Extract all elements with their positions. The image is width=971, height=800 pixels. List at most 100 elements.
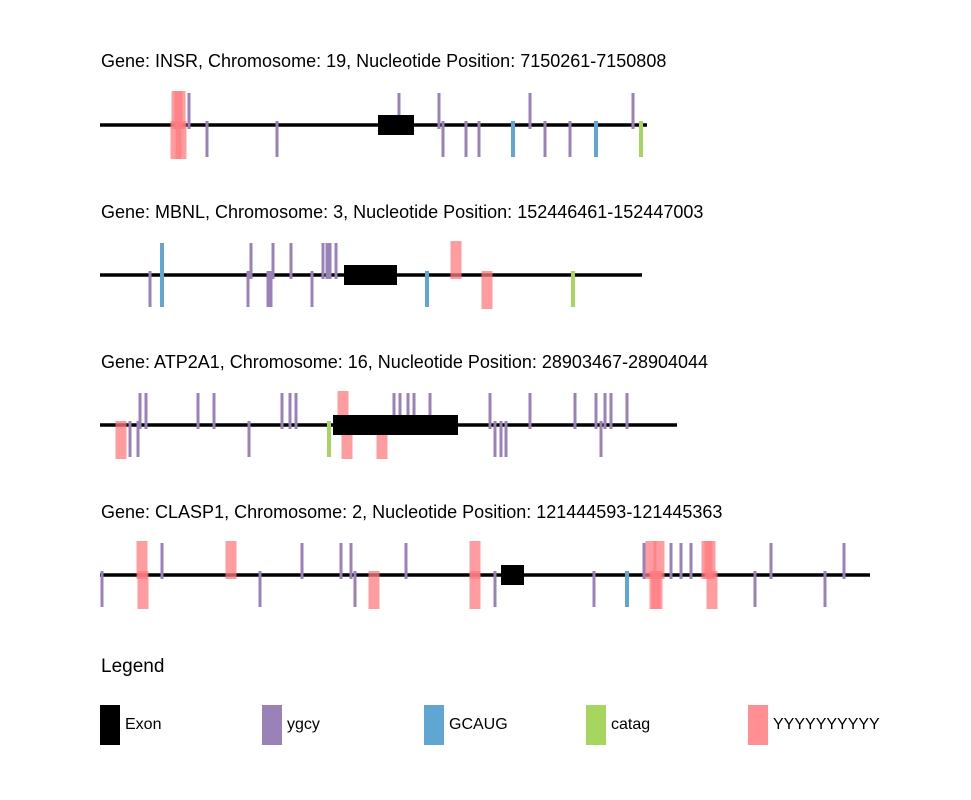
motif-ygcy (631, 93, 635, 129)
motif-ygcy (321, 243, 325, 279)
motif-ygcy (294, 393, 298, 429)
motif-ygcy (349, 543, 353, 579)
motif-catag (639, 121, 643, 157)
legend-swatch-ygcy (262, 705, 282, 745)
motif-gcaug (625, 571, 629, 607)
motif-ygcy (212, 393, 216, 429)
legend-label-catag: catag (611, 716, 651, 733)
motif-ygcy (488, 393, 492, 429)
motif-ygcy (753, 571, 757, 607)
motif-ygcy (328, 243, 332, 279)
motif-ygcy (144, 393, 148, 429)
motif-ygcy (528, 93, 532, 129)
motif-ygcy (568, 121, 572, 157)
gene-title-insr: Gene: INSR, Chromosome: 19, Nucleotide P… (101, 51, 667, 71)
motif-ygcy (247, 421, 251, 457)
gene-title-mbnl: Gene: MBNL, Chromosome: 3, Nucleotide Po… (101, 202, 704, 222)
motif-yyyyyyyyyy (481, 271, 493, 309)
motif-yyyyyyyyyy (136, 541, 148, 579)
motif-yyyyyyyyyy (137, 571, 149, 609)
motif-ygcy (288, 393, 292, 429)
gene-track (100, 391, 677, 459)
motif-ygcy (100, 571, 104, 607)
motif-ygcy (300, 543, 304, 579)
legend-label-yyyyyyyyyy: YYYYYYYYYY (773, 716, 880, 733)
motif-ygcy (353, 571, 357, 607)
motif-ygcy (258, 571, 262, 607)
motif-ygcy (769, 543, 773, 579)
legend-label-ygcy: ygcy (287, 716, 320, 733)
motif-yyyyyyyyyy (341, 421, 353, 459)
motif-ygcy (325, 243, 329, 279)
motif-ygcy (592, 571, 596, 607)
gene-track (100, 91, 647, 159)
motif-gcaug (160, 243, 164, 279)
motif-ygcy (205, 121, 209, 157)
gene-title-atp2a1: Gene: ATP2A1, Chromosome: 16, Nucleotide… (101, 352, 709, 372)
motif-yyyyyyyyyy (368, 571, 380, 609)
motif-ygcy (392, 393, 396, 429)
exon-block (344, 265, 397, 285)
motif-yyyyyyyyyy (175, 121, 187, 159)
motif-ygcy (573, 393, 577, 429)
motif-yyyyyyyyyy (651, 571, 663, 609)
motif-ygcy (689, 543, 693, 579)
exon-block (333, 415, 458, 435)
motif-ygcy (334, 243, 338, 279)
motif-ygcy (406, 393, 410, 429)
gene-track (100, 541, 870, 609)
motif-ygcy (543, 121, 547, 157)
motif-ygcy (609, 393, 613, 429)
motif-yyyyyyyyyy (376, 421, 388, 459)
motif-ygcy (128, 421, 132, 457)
motif-gcaug (511, 121, 515, 157)
motif-yyyyyyyyyy (645, 541, 657, 579)
motif-gcaug (425, 271, 429, 307)
motif-ygcy (594, 393, 598, 429)
motif-ygcy (437, 93, 441, 129)
motif-yyyyyyyyyy (469, 541, 481, 579)
motif-ygcy (499, 421, 503, 457)
motif-ygcy (428, 393, 432, 429)
motif-ygcy (642, 543, 646, 579)
legend-swatch-yyyyyyyyyy (748, 705, 768, 745)
motif-ygcy (625, 393, 629, 429)
motif-ygcy (289, 243, 293, 279)
motif-catag (327, 421, 331, 457)
motif-ygcy (271, 243, 275, 279)
motif-ygcy (823, 571, 827, 607)
motif-ygcy (160, 543, 164, 579)
motif-yyyyyyyyyy (225, 541, 237, 579)
motif-gcaug (160, 271, 164, 307)
motif-yyyyyyyyyy (706, 571, 718, 609)
motif-ygcy (187, 93, 191, 129)
motif-catag (571, 271, 575, 307)
motif-ygcy (441, 121, 445, 157)
motif-ygcy (339, 543, 343, 579)
legend-label-gcaug: GCAUG (449, 716, 508, 733)
motif-yyyyyyyyyy (653, 541, 665, 579)
motif-ygcy (842, 543, 846, 579)
motif-ygcy (603, 393, 607, 429)
motif-ygcy (493, 421, 497, 457)
motif-ygcy (679, 543, 683, 579)
motif-ygcy (196, 393, 200, 429)
motif-ygcy (136, 421, 140, 457)
motif-ygcy (246, 271, 250, 307)
exon-block (378, 115, 414, 135)
motif-ygcy (275, 121, 279, 157)
motif-ygcy (669, 543, 673, 579)
legend-swatch-catag (586, 705, 606, 745)
motif-ygcy (310, 271, 314, 307)
motif-gcaug (594, 121, 598, 157)
motif-ygcy (266, 271, 270, 307)
motif-ygcy (599, 421, 603, 457)
legend-swatch-gcaug (424, 705, 444, 745)
motif-yyyyyyyyyy (115, 421, 127, 459)
exon-block (501, 565, 524, 585)
motif-ygcy (398, 393, 402, 429)
motif-ygcy (464, 121, 468, 157)
motif-ygcy (148, 271, 152, 307)
motif-ygcy (528, 393, 532, 429)
